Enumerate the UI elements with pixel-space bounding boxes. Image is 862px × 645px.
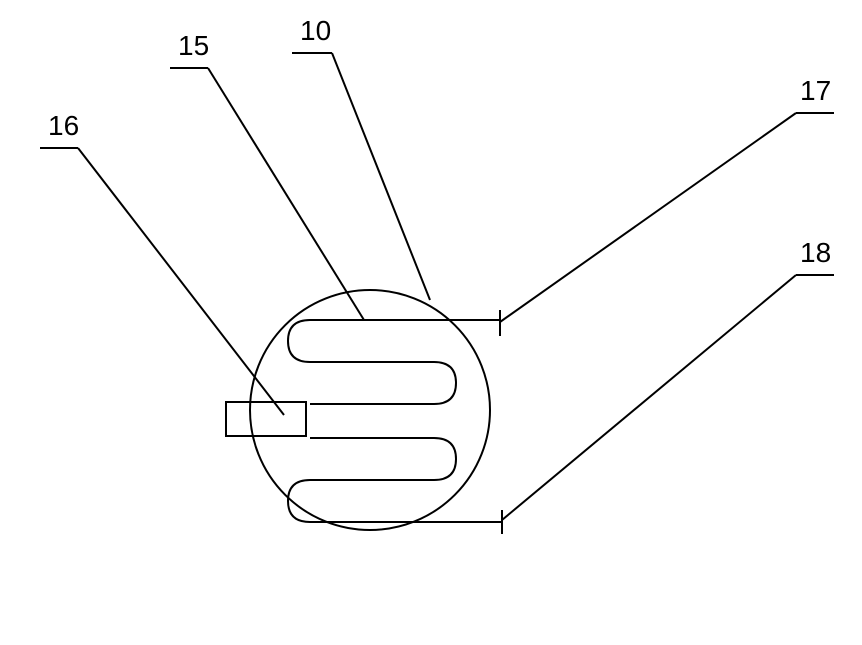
label-16-leader [78, 148, 284, 415]
label-18-text: 18 [800, 237, 831, 268]
label-17-leader [500, 113, 796, 322]
label-16-text: 16 [48, 110, 79, 141]
serpentine-coil [288, 320, 502, 522]
callout-10: 10 [292, 15, 430, 300]
label-10-text: 10 [300, 15, 331, 46]
label-10-leader [332, 53, 430, 300]
diagram-canvas: 16 15 10 17 18 [0, 0, 862, 645]
label-17-text: 17 [800, 75, 831, 106]
label-15-leader [208, 68, 364, 320]
label-18-leader [502, 275, 796, 520]
label-15-text: 15 [178, 30, 209, 61]
callout-16: 16 [40, 110, 284, 415]
side-port-rect [226, 402, 306, 436]
main-body-circle [250, 290, 490, 530]
callout-15: 15 [170, 30, 364, 320]
callout-18: 18 [502, 237, 834, 520]
